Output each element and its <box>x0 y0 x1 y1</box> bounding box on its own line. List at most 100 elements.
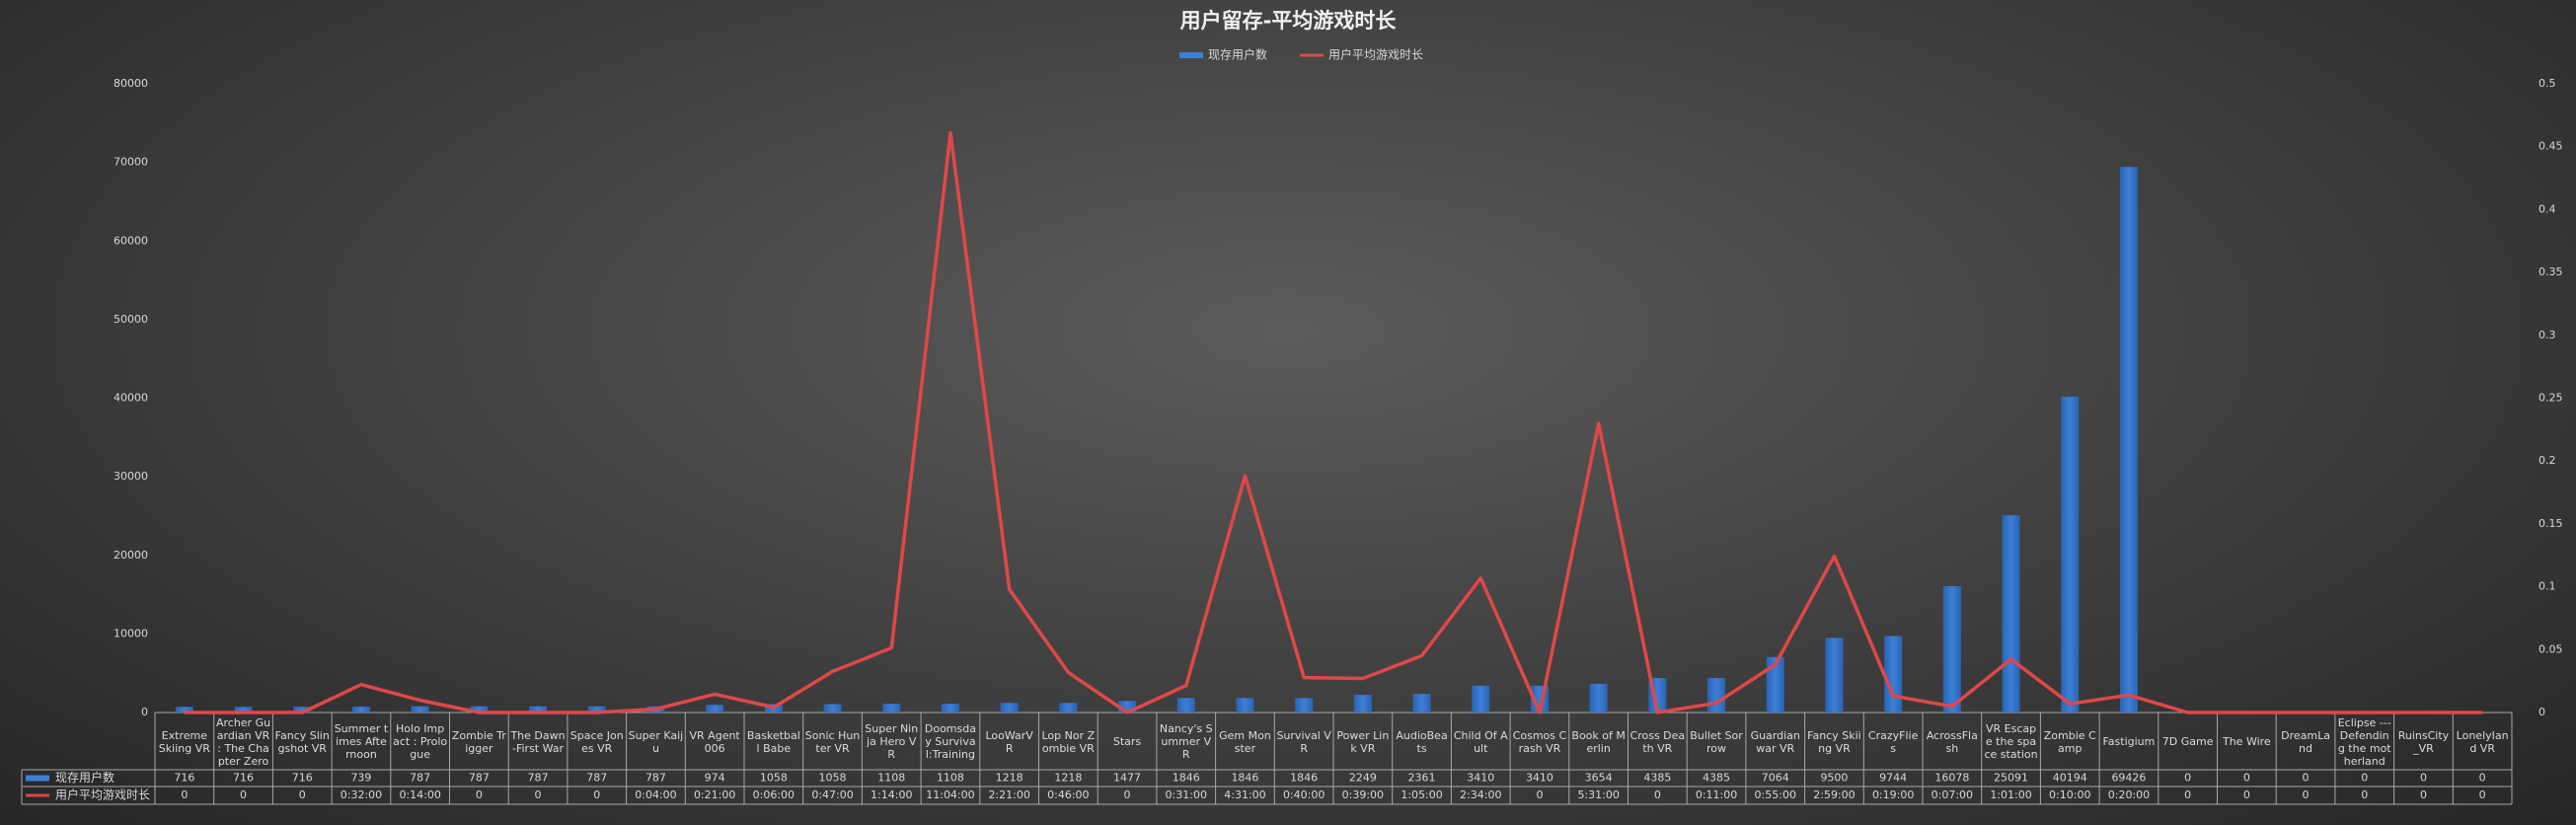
y2-tick-label: 0.05 <box>2538 642 2563 655</box>
table-value: 716 <box>233 772 254 785</box>
bar <box>351 707 370 712</box>
bar <box>1118 701 1137 712</box>
table-value: 25091 <box>1994 772 2028 785</box>
category-label: LonelyIand VR <box>2456 728 2509 755</box>
table-value: 1:05:00 <box>1401 788 1442 801</box>
table-value: 1:14:00 <box>871 788 912 801</box>
category-label: RuinsCity_VR <box>2397 728 2450 755</box>
table-value: 0:11:00 <box>1696 788 1737 801</box>
bar <box>587 706 606 712</box>
bar <box>882 704 901 712</box>
table-value: 1108 <box>937 772 964 785</box>
table-value: 787 <box>586 772 607 785</box>
table-value: 4:31:00 <box>1224 788 1265 801</box>
table-value: 9744 <box>1879 772 1907 785</box>
table-row-label: 用户平均游戏时长 <box>55 788 150 802</box>
table-value: 1846 <box>1290 772 1318 785</box>
table-value: 2:21:00 <box>988 788 1029 801</box>
table-value: 787 <box>410 772 430 785</box>
category-label: The Dawn-First War <box>510 728 566 755</box>
table-value: 974 <box>705 772 725 785</box>
legend-key <box>1179 52 1203 58</box>
table-value: 1108 <box>877 772 905 785</box>
bar <box>1766 656 1784 712</box>
y-tick-label: 10000 <box>114 627 148 639</box>
category-label: LooWarVR <box>985 728 1033 755</box>
table-value: 0 <box>2361 788 2368 801</box>
category-label: Sonic Hunter VR <box>804 728 861 755</box>
table-value: 0 <box>535 788 542 801</box>
bar <box>1176 698 1195 712</box>
category-label: Power Link VR <box>1336 728 1390 755</box>
y-tick-label: 60000 <box>114 234 148 247</box>
category-label: DreamLand <box>2281 728 2330 755</box>
bar <box>1942 585 1961 712</box>
y-tick-label: 50000 <box>114 313 148 326</box>
bar <box>1472 685 1490 712</box>
legend-label: 现存用户数 <box>1208 47 1267 62</box>
bar <box>823 704 842 712</box>
bar <box>706 705 724 712</box>
category-label: Cross Death VR <box>1629 728 1686 755</box>
table-value: 716 <box>174 772 194 785</box>
table-value: 0 <box>181 788 188 801</box>
category-label: VR Escape the space station <box>1984 722 2038 761</box>
category-label: Zombie Trigger <box>451 728 506 755</box>
category-label: Book of Merlin <box>1571 728 1626 755</box>
category-label: Survival VR <box>1276 728 1331 755</box>
table-value: 0 <box>1124 788 1131 801</box>
category-label: Nancy's Summer VR <box>1159 722 1213 761</box>
table-value: 5:31:00 <box>1577 788 1619 801</box>
table-value: 787 <box>469 772 490 785</box>
table-value: 2:59:00 <box>1813 788 1855 801</box>
chart-title: 用户留存-平均游戏时长 <box>1180 9 1398 33</box>
table-value: 0:07:00 <box>1932 788 1973 801</box>
y-tick-label: 40000 <box>114 392 148 405</box>
category-label: AudioBeats <box>1396 728 1448 755</box>
table-value: 11:04:00 <box>926 788 974 801</box>
table-value: 0:19:00 <box>1872 788 1914 801</box>
y-tick-label: 80000 <box>114 77 148 90</box>
bar <box>1412 694 1431 712</box>
y2-tick-label: 0.15 <box>2538 517 2563 530</box>
table-value: 2249 <box>1349 772 1377 785</box>
category-label: VR Agent 006 <box>689 728 740 755</box>
y2-tick-label: 0.35 <box>2538 265 2563 278</box>
bar <box>470 706 489 712</box>
category-label: Gem Monster <box>1219 728 1271 755</box>
table-value: 3410 <box>1467 772 1494 785</box>
line <box>184 130 2483 714</box>
table-value: 0 <box>1536 788 1543 801</box>
table-value: 1218 <box>996 772 1023 785</box>
table-value: 0:46:00 <box>1047 788 1089 801</box>
bar <box>1707 678 1726 712</box>
category-label: Lop Nor Zombie VR <box>1041 728 1096 755</box>
table-value: 0 <box>2184 772 2191 785</box>
category-label: Basketball Babe <box>746 728 800 755</box>
bar <box>941 704 959 712</box>
category-label: CrazyFlies <box>1867 728 1919 755</box>
table-value: 1477 <box>1113 772 1141 785</box>
category-label: AcrossFlash <box>1926 728 1978 755</box>
table-value: 0 <box>1654 788 1661 801</box>
bar <box>175 707 193 712</box>
table-value: 0 <box>2243 788 2250 801</box>
table-value: 787 <box>528 772 549 785</box>
table-value: 3410 <box>1526 772 1553 785</box>
category-label: Guardian war VR <box>1750 728 1800 755</box>
bar <box>2119 167 2138 712</box>
y2-tick-label: 0.1 <box>2538 580 2556 593</box>
table-value: 0 <box>2303 788 2310 801</box>
y2-tick-label: 0.25 <box>2538 392 2563 405</box>
y2-tick-label: 0.3 <box>2538 329 2556 341</box>
table-value: 1846 <box>1173 772 1200 785</box>
table-value: 0:55:00 <box>1755 788 1796 801</box>
table-value: 0 <box>299 788 306 801</box>
y2-tick-label: 0.4 <box>2538 202 2556 215</box>
table-value: 2:34:00 <box>1460 788 1501 801</box>
category-label: Summer times Afternoon <box>334 722 389 761</box>
category-label: Doomsday Survival:Training <box>924 722 976 761</box>
y2-tick-label: 0.2 <box>2538 454 2556 467</box>
